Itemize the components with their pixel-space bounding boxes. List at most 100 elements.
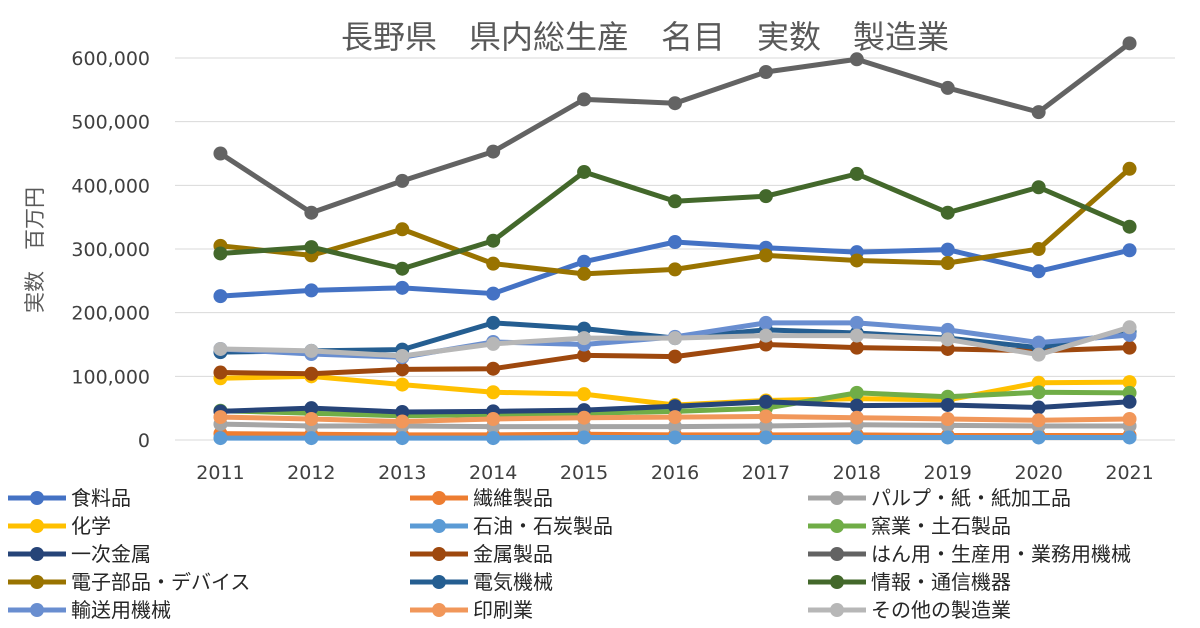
data-point — [577, 331, 592, 346]
data-point — [758, 315, 773, 330]
data-point — [758, 394, 773, 409]
data-point — [486, 233, 501, 248]
data-point — [304, 366, 319, 381]
data-point — [304, 240, 319, 255]
data-point — [1031, 413, 1046, 428]
legend-item: 化学 — [8, 514, 111, 538]
x-tick-label: 2015 — [560, 462, 608, 484]
legend-marker — [30, 519, 44, 533]
legend-label: 一次金属 — [71, 542, 151, 566]
data-point — [213, 246, 228, 261]
legend-label: 金属製品 — [473, 542, 553, 566]
data-point — [213, 289, 228, 304]
data-point — [577, 92, 592, 107]
data-point — [486, 336, 501, 351]
legend-label: 食料品 — [71, 486, 131, 510]
legend-item: 食料品 — [8, 486, 131, 510]
legend-label: はん用・生産用・業務用機械 — [871, 542, 1131, 566]
data-point — [668, 430, 682, 445]
data-point — [1122, 394, 1137, 409]
data-point — [395, 348, 410, 363]
legend-label: 窯業・土石製品 — [871, 514, 1011, 538]
legend-label: 電気機械 — [473, 570, 553, 594]
data-point — [213, 431, 228, 446]
y-axis-label: 実数 百万円 — [23, 187, 47, 313]
legend-label: 輸送用機械 — [71, 598, 171, 622]
data-point — [1122, 219, 1137, 234]
legend-item: 窯業・土石製品 — [808, 514, 1011, 538]
y-tick-label: 300,000 — [71, 239, 150, 261]
x-tick-label: 2016 — [651, 462, 699, 484]
data-point — [849, 166, 864, 181]
data-point — [849, 328, 864, 343]
series-lines — [213, 36, 1137, 446]
legend-item: 繊維製品 — [410, 486, 553, 510]
data-point — [668, 410, 682, 425]
legend-label: 電子部品・デバイス — [71, 570, 250, 594]
data-point — [849, 398, 864, 413]
data-point — [1031, 400, 1046, 415]
series-6 — [213, 394, 1137, 419]
series-8 — [213, 36, 1137, 220]
data-point — [486, 361, 501, 376]
legend-label: 印刷業 — [473, 598, 533, 622]
data-point — [577, 430, 592, 445]
legend-marker — [432, 519, 446, 533]
legend-item: 金属製品 — [410, 542, 553, 566]
data-point — [395, 431, 410, 446]
legend-marker — [830, 491, 844, 505]
data-point — [304, 431, 319, 446]
x-tick-label: 2020 — [1014, 462, 1062, 484]
legend-marker — [432, 491, 446, 505]
legend-marker — [432, 603, 446, 617]
legend-marker — [830, 603, 844, 617]
data-point — [577, 410, 592, 425]
data-point — [486, 315, 501, 330]
x-tick-label: 2014 — [469, 462, 517, 484]
legend-marker — [830, 575, 844, 589]
data-point — [577, 254, 592, 269]
data-point — [668, 399, 682, 414]
data-point — [849, 253, 864, 268]
data-point — [668, 96, 682, 111]
data-point — [1031, 105, 1046, 120]
data-point — [577, 164, 592, 179]
data-point — [849, 52, 864, 67]
data-point — [849, 385, 864, 400]
legend-item: 電気機械 — [410, 570, 553, 594]
x-tick-label: 2012 — [287, 462, 335, 484]
data-point — [940, 332, 955, 347]
data-point — [304, 343, 319, 358]
data-point — [486, 144, 501, 159]
data-point — [486, 286, 501, 301]
data-point — [304, 205, 319, 220]
data-point — [849, 340, 864, 355]
data-point — [486, 385, 501, 400]
y-tick-labels: 0 100,000 200,000 300,000 400,000 500,000 600,… — [71, 48, 150, 452]
data-point — [1031, 264, 1046, 279]
x-tick-label: 2021 — [1105, 462, 1153, 484]
data-point — [304, 411, 319, 426]
legend-item: 一次金属 — [8, 542, 151, 566]
data-point — [1122, 243, 1137, 258]
data-point — [1122, 36, 1137, 51]
legend-label: パルプ・紙・紙加工品 — [871, 486, 1071, 510]
data-point — [668, 349, 682, 364]
data-point — [213, 341, 228, 356]
y-tick-label: 600,000 — [71, 48, 150, 70]
data-point — [304, 283, 319, 298]
data-point — [668, 331, 682, 346]
y-tick-label: 100,000 — [71, 366, 150, 388]
data-point — [486, 256, 501, 271]
legend-marker — [30, 603, 44, 617]
legend-label: 化学 — [71, 514, 111, 538]
data-point — [395, 377, 410, 392]
data-point — [758, 409, 773, 424]
data-point — [849, 315, 864, 330]
data-point — [1031, 242, 1046, 256]
series-line — [219, 41, 1132, 216]
x-tick-label: 2017 — [742, 462, 790, 484]
legend-item: その他の製造業 — [808, 598, 1011, 622]
data-point — [758, 65, 773, 80]
data-point — [395, 280, 410, 295]
